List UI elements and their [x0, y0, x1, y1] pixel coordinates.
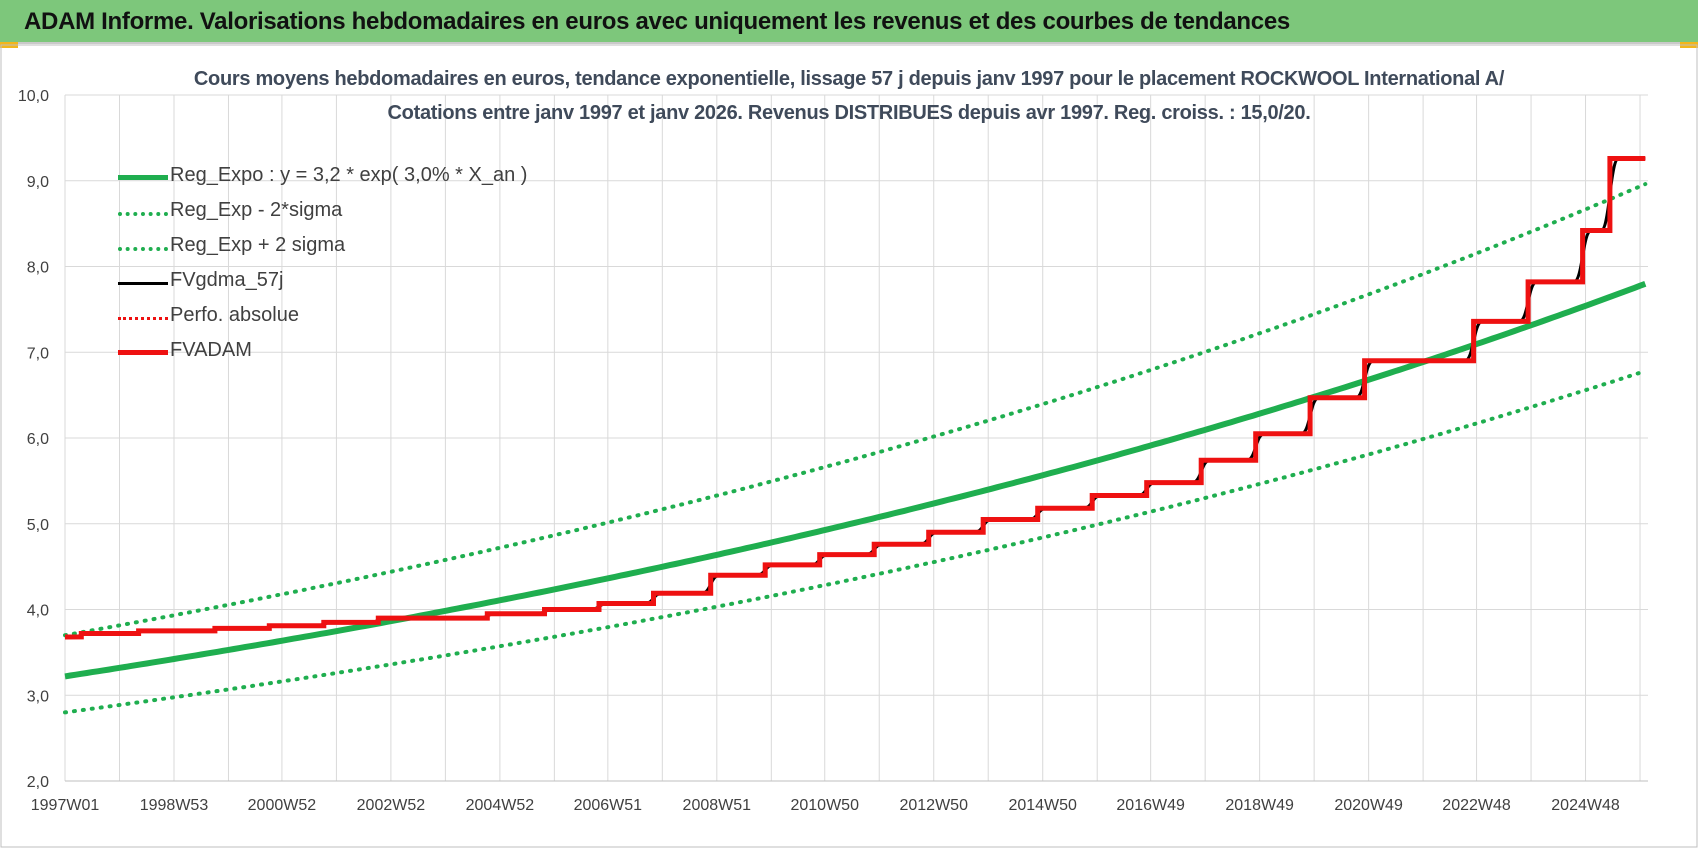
chart-plot: 2,0 3,0 4,0 5,0 6,0 7,0 8,0 9,0 10,0 1997W01 1998W…: [0, 44, 1698, 848]
legend-swatch-reg-exp-minus: [118, 212, 168, 216]
legend-item-reg-expo: Reg_Expo : y = 3,2 * exp( 3,0% * X_an ): [118, 164, 548, 199]
y-tick-label: 9,0: [27, 174, 49, 191]
x-tick-label: 2022W48: [1442, 797, 1511, 814]
legend-item-fvgdma: FVgdma_57j: [118, 269, 548, 304]
x-tick-label: 2006W51: [574, 797, 643, 814]
x-tick-label: 2020W49: [1334, 797, 1403, 814]
legend-swatch-fvgdma: [118, 282, 168, 285]
x-tick-label: 2012W50: [899, 797, 968, 814]
legend-item-fvadam: FVADAM: [118, 339, 548, 374]
x-tick-label: 2016W49: [1116, 797, 1185, 814]
legend-swatch-reg-expo: [118, 175, 168, 180]
y-tick-label: 3,0: [27, 688, 49, 705]
legend-item-reg-exp-plus: Reg_Exp + 2 sigma: [118, 234, 548, 269]
legend-label-fvadam: FVADAM: [170, 339, 252, 361]
legend-label-perfo-absolue: Perfo. absolue: [170, 304, 299, 326]
x-tick-label: 2018W49: [1225, 797, 1294, 814]
x-tick-label: 2002W52: [357, 797, 426, 814]
legend-item-perfo-absolue: Perfo. absolue: [118, 304, 548, 339]
legend-item-reg-exp-minus: Reg_Exp - 2*sigma: [118, 199, 548, 234]
x-tick-label: 1998W53: [140, 797, 209, 814]
series-reg-exp-plus-line: [63, 182, 1648, 638]
report-title: ADAM Informe. Valorisations hebdomadaire…: [24, 8, 1290, 35]
x-tick-label: 2024W48: [1551, 797, 1620, 814]
series-reg-expo-line: [64, 280, 1647, 680]
x-tick-label: 2010W50: [790, 797, 859, 814]
legend-swatch-fvadam: [118, 350, 168, 355]
chart-area: 2,0 3,0 4,0 5,0 6,0 7,0 8,0 9,0 10,0 1997W01 1998W…: [0, 44, 1698, 848]
y-tick-label: 5,0: [27, 517, 49, 534]
chart-legend: Reg_Expo : y = 3,2 * exp( 3,0% * X_an ) …: [118, 164, 548, 374]
legend-label-reg-expo: Reg_Expo : y = 3,2 * exp( 3,0% * X_an ): [170, 164, 528, 186]
legend-swatch-reg-exp-plus: [118, 247, 168, 251]
y-tick-label: 10,0: [18, 88, 49, 105]
report-header: ADAM Informe. Valorisations hebdomadaire…: [0, 0, 1698, 44]
y-tick-label: 8,0: [27, 260, 49, 277]
y-tick-label: 7,0: [27, 345, 49, 362]
chart-border: [0, 44, 1698, 848]
y-tick-label: 2,0: [27, 774, 49, 791]
y-tick-label: 6,0: [27, 431, 49, 448]
x-tick-label: 2004W52: [466, 797, 535, 814]
x-tick-label: 2014W50: [1008, 797, 1077, 814]
legend-label-reg-exp-minus: Reg_Exp - 2*sigma: [170, 199, 343, 221]
series-fvadam-line: [64, 156, 1646, 640]
legend-label-fvgdma: FVgdma_57j: [170, 269, 284, 291]
y-tick-label: 4,0: [27, 603, 49, 620]
x-tick-label: 2000W52: [248, 797, 317, 814]
legend-label-reg-exp-plus: Reg_Exp + 2 sigma: [170, 234, 346, 256]
x-tick-label: 2008W51: [683, 797, 752, 814]
x-tick-label: 1997W01: [31, 797, 100, 814]
chart-title: Cours moyens hebdomadaires en euros, ten…: [193, 68, 1505, 90]
chart-subtitle: Cotations entre janv 1997 et janv 2026. …: [387, 102, 1311, 124]
series-reg-exp-minus-line: [63, 369, 1648, 715]
legend-swatch-perfo-absolue: [118, 317, 168, 320]
